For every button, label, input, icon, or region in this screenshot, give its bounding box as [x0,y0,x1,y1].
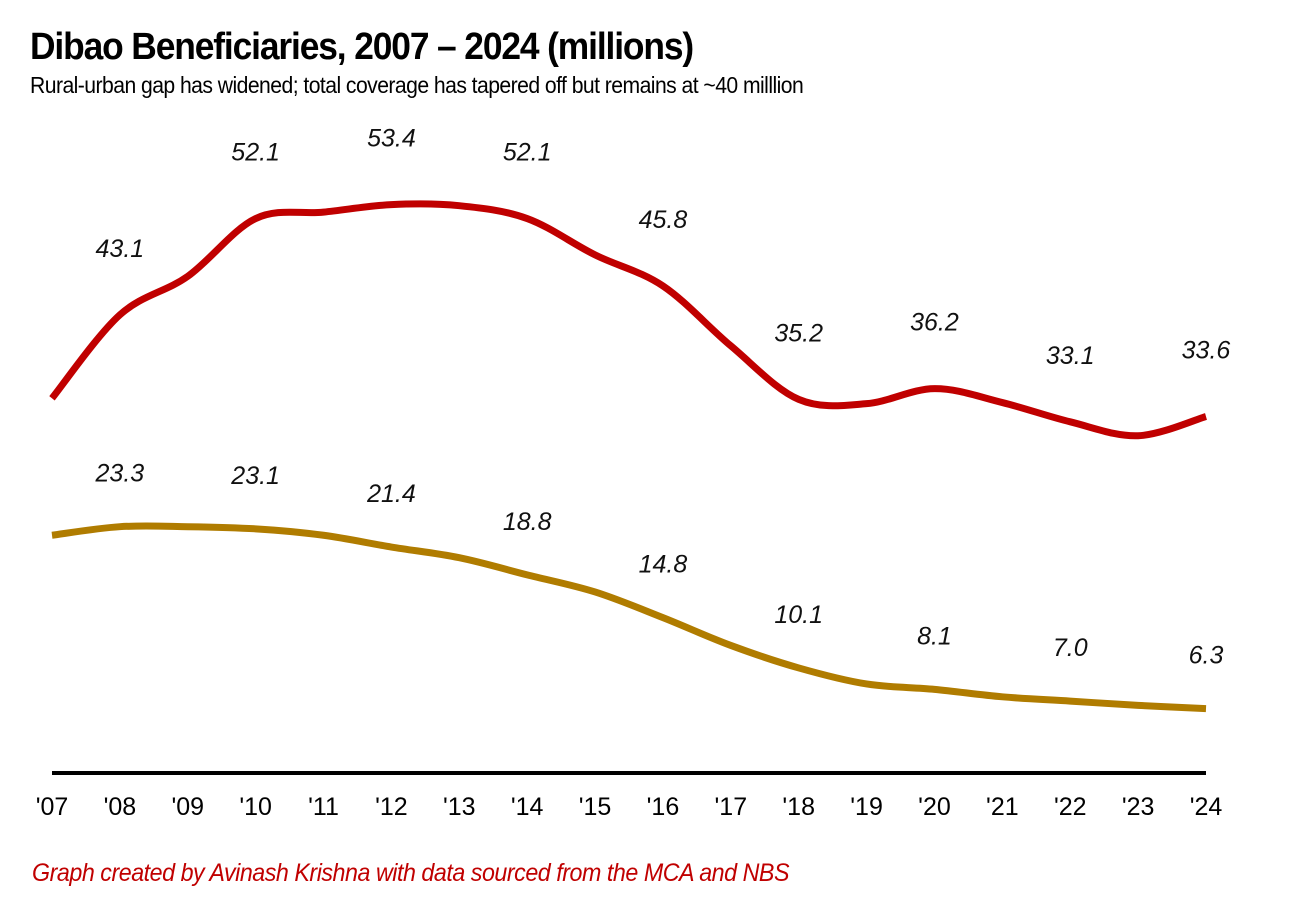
source-credit: Graph created by Avinash Krishna with da… [32,859,790,887]
x-tick-label: '21 [986,793,1019,821]
data-label-rural: 45.8 [639,206,688,234]
x-tick-label: '11 [308,793,339,821]
data-label-urban: 8.1 [917,622,952,650]
data-label-urban: 14.8 [639,551,688,579]
data-label-rural: 53.4 [367,125,416,153]
x-tick-label: '15 [579,793,612,821]
data-label-rural: 33.1 [1046,342,1095,370]
data-label-rural: 52.1 [503,139,552,167]
x-tick-label: '14 [511,793,544,821]
x-tick-label: '20 [918,793,951,821]
x-tick-label: '17 [715,793,748,821]
data-label-urban: 23.1 [230,462,280,490]
x-tick-label: '18 [782,793,815,821]
data-label-rural: 35.2 [774,319,823,347]
data-label-rural: 43.1 [96,235,145,263]
x-tick-label: '13 [443,793,476,821]
data-label-urban: 23.3 [95,460,145,488]
x-tick-layer: '07 '08 '09 '10 '11 '12 '13 '14 '15 '16 '17 '18 '19 '… [36,793,1223,821]
data-label-urban: 10.1 [774,601,823,629]
x-tick-label: '12 [375,793,408,821]
x-tick-label: '16 [647,793,680,821]
x-tick-label: '24 [1190,793,1223,821]
data-label-rural: 36.2 [910,309,959,337]
data-label-rural: 33.6 [1182,336,1231,364]
series-layer [49,200,1208,713]
x-tick-label: '19 [850,793,883,821]
data-label-rural: 52.1 [231,139,280,167]
x-tick-label: '07 [36,793,69,821]
series-line-rural [49,200,1208,440]
data-label-urban: 6.3 [1189,642,1224,670]
series-line-urban [51,522,1207,713]
chart-subtitle: Rural-urban gap has widened; total cover… [30,72,804,98]
data-label-urban: 7.0 [1053,634,1088,662]
x-tick-label: '10 [239,793,272,821]
chart-title: Dibao Beneficiaries, 2007 – 2024 (millio… [30,26,694,68]
x-tick-label: '22 [1054,793,1087,821]
x-tick-label: '08 [104,793,137,821]
data-label-urban: 18.8 [503,508,552,536]
data-label-layer: 43.1 52.1 53.4 52.1 45.8 35.2 36.2 33.1 33.6 23.3… [95,125,1231,670]
x-tick-label: '09 [171,793,204,821]
x-tick-label: '23 [1122,793,1155,821]
data-label-urban: 21.4 [366,480,416,508]
